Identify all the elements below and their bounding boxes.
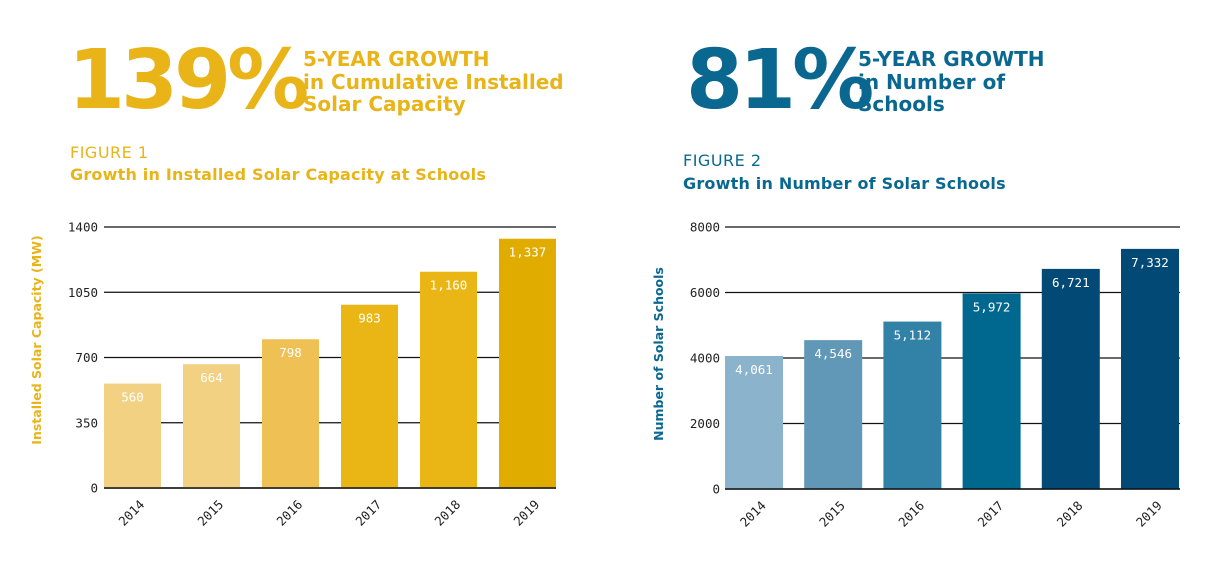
capacity-bar-value-label: 1,160 — [430, 278, 468, 293]
capacity-bar-2019 — [499, 238, 556, 488]
schools-x-tick-label: 2014 — [737, 498, 769, 530]
capacity-bar-value-label: 798 — [279, 345, 302, 360]
schools-bar-2015 — [804, 340, 863, 489]
figure-1-label: FIGURE 1 — [70, 143, 149, 162]
schools-y-axis-title: Number of Solar Schools — [651, 267, 666, 441]
capacity-bar-2015 — [183, 364, 240, 488]
capacity-bar-value-label: 983 — [358, 311, 381, 326]
schools-bar-2017 — [962, 293, 1021, 489]
schools-x-tick-label: 2019 — [1133, 498, 1165, 530]
capacity-bar-2017 — [341, 304, 398, 488]
capacity-x-tick-label: 2019 — [510, 497, 542, 529]
schools-x-tick-label: 2016 — [895, 498, 927, 530]
capacity-x-tick-label: 2018 — [431, 497, 463, 529]
figure-1-title: Growth in Installed Solar Capacity at Sc… — [70, 165, 487, 184]
schools-bar-value-label: 7,332 — [1131, 255, 1169, 270]
capacity-bar-2014 — [104, 383, 161, 488]
schools-growth-headline: 5-YEAR GROWTH in Number of Schools — [858, 48, 1045, 116]
schools-y-tick-label: 2000 — [690, 416, 720, 431]
schools-x-tick-label: 2017 — [974, 498, 1006, 530]
headline-line: Solar Capacity — [303, 92, 466, 116]
capacity-bar-2018 — [420, 271, 477, 488]
capacity-bar-2016 — [262, 339, 319, 488]
schools-y-tick-label: 6000 — [690, 285, 720, 300]
capacity-y-tick-label: 700 — [75, 350, 98, 365]
schools-bar-2014 — [725, 356, 783, 489]
headline-line: Schools — [858, 92, 945, 116]
headline-line: in Number of — [858, 69, 1006, 94]
capacity-x-tick-label: 2015 — [194, 497, 226, 529]
headline-line: 5-YEAR GROWTH — [858, 47, 1045, 71]
capacity-growth-stat: 139% — [68, 33, 309, 128]
figure-2-label: FIGURE 2 — [683, 151, 762, 170]
headline-line: in Cumulative Installed — [303, 69, 564, 94]
schools-growth-stat: 81% — [686, 33, 874, 128]
schools-bar-2016 — [883, 321, 942, 489]
schools-bar-2019 — [1121, 248, 1179, 489]
schools-bar-value-label: 5,972 — [973, 299, 1011, 314]
capacity-x-tick-label: 2017 — [352, 497, 384, 529]
schools-bar-value-label: 5,112 — [894, 328, 932, 343]
schools-y-tick-label: 0 — [712, 482, 720, 497]
capacity-bar-value-label: 664 — [200, 370, 223, 385]
headline-line: 5-YEAR GROWTH — [303, 47, 490, 71]
capacity-x-tick-label: 2014 — [115, 497, 147, 529]
schools-bar-value-label: 4,061 — [735, 362, 773, 377]
capacity-y-tick-label: 1050 — [68, 285, 98, 300]
schools-y-tick-label: 4000 — [690, 351, 720, 366]
schools-bar-2018 — [1041, 268, 1100, 489]
capacity-y-tick-label: 350 — [75, 415, 98, 430]
capacity-y-tick-label: 0 — [90, 481, 98, 496]
schools-x-tick-label: 2015 — [816, 498, 848, 530]
capacity-y-axis-title: Installed Solar Capacity (MW) — [29, 235, 44, 444]
capacity-bar-value-label: 560 — [121, 390, 144, 405]
capacity-x-tick-label: 2016 — [273, 497, 305, 529]
schools-y-tick-label: 8000 — [690, 220, 720, 235]
figure-2-title: Growth in Number of Solar Schools — [683, 174, 1006, 193]
schools-x-tick-label: 2018 — [1054, 498, 1086, 530]
capacity-y-tick-label: 1400 — [68, 220, 98, 235]
schools-bar-value-label: 4,546 — [814, 346, 852, 361]
capacity-growth-headline: 5-YEAR GROWTH in Cumulative Installed So… — [303, 48, 564, 116]
schools-bar-value-label: 6,721 — [1052, 275, 1090, 290]
capacity-bar-value-label: 1,337 — [509, 245, 547, 260]
